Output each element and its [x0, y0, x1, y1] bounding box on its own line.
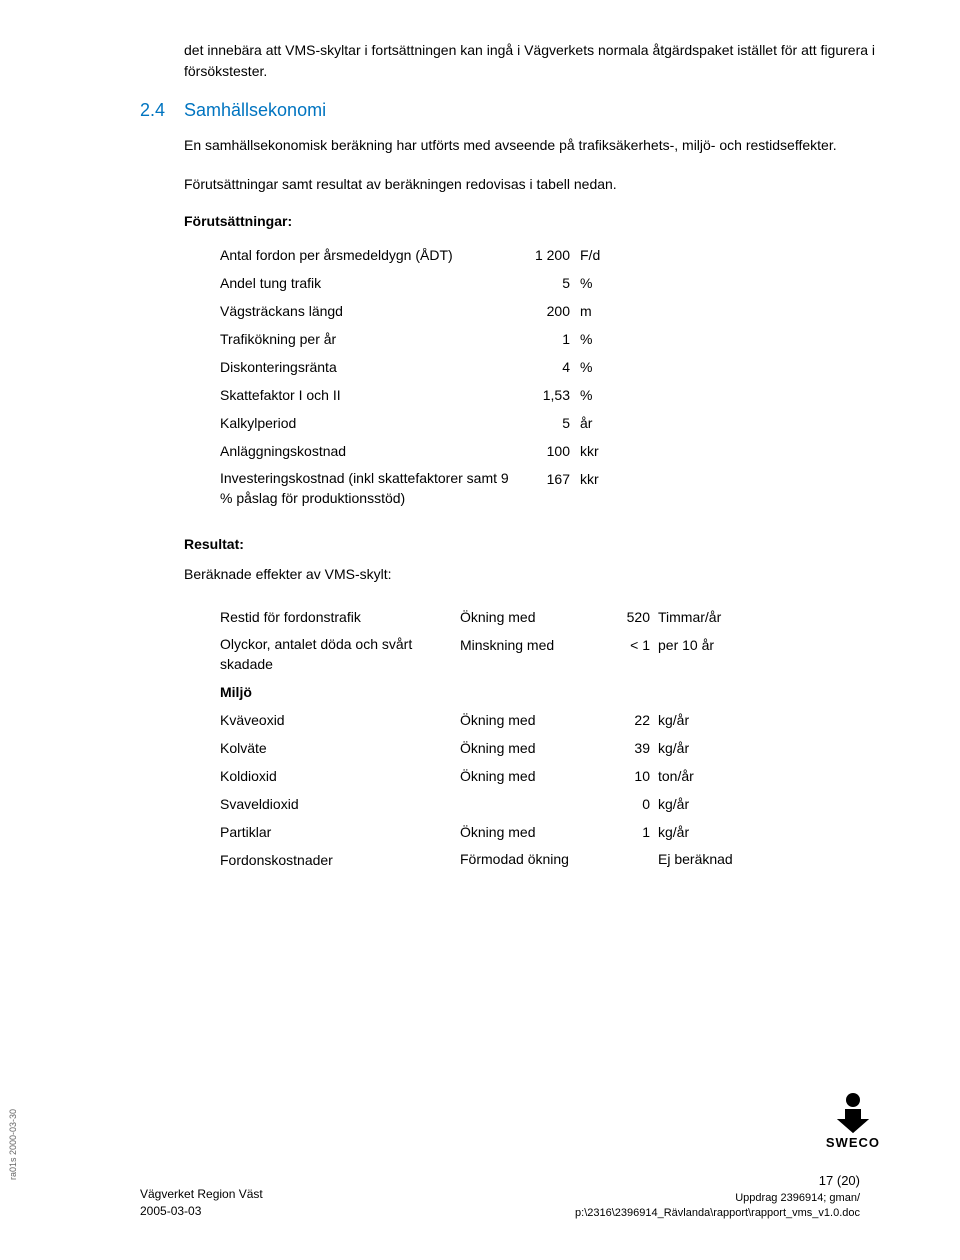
cell-unit: m [570, 297, 620, 325]
table-row: Skattefaktor I och II1,53% [220, 381, 880, 409]
side-reference: ra01s 2000-03-30 [8, 1109, 18, 1180]
cell-label: Trafikökning per år [220, 325, 510, 353]
cell-label: Kalkylperiod [220, 409, 510, 437]
resultat-header: Resultat: [184, 536, 880, 552]
cell-value: < 1 [600, 631, 650, 659]
section-title: Samhällsekonomi [184, 100, 326, 121]
sweco-text: SWECO [826, 1135, 880, 1150]
table-row: Andel tung trafik5% [220, 269, 880, 297]
cell-label: Antal fordon per årsmedeldygn (ÅDT) [220, 241, 510, 269]
cell-value: 0 [600, 790, 650, 818]
table-row: Miljö [220, 678, 880, 706]
resultat-intro: Beräknade effekter av VMS-skylt: [184, 564, 880, 585]
table-row: Anläggningskostnad100kkr [220, 437, 880, 465]
cell-value: 5 [510, 269, 570, 297]
table-row: Svaveldioxid 0kg/år [220, 790, 880, 818]
table-row: Restid för fordonstrafikÖkning med520Tim… [220, 603, 880, 631]
cell-item: Miljö [220, 678, 460, 706]
cell-item: Kväveoxid [220, 706, 460, 734]
footer-date: 2005-03-03 [140, 1203, 263, 1220]
table-row: Olyckor, antalet döda och svårt skadadeM… [220, 631, 880, 678]
cell-item: Restid för fordonstrafik [220, 603, 460, 631]
cell-unit: kg/år [650, 818, 750, 846]
cell-label: Diskonteringsränta [220, 353, 510, 381]
table-row: KoldioxidÖkning med10ton/år [220, 762, 880, 790]
cell-change: Ökning med [460, 603, 600, 631]
cell-change: Ökning med [460, 818, 600, 846]
cell-unit: kkr [570, 437, 620, 465]
table-row: KolväteÖkning med39kg/år [220, 734, 880, 762]
section-number: 2.4 [140, 100, 184, 121]
cell-unit: ton/år [650, 762, 750, 790]
cell-label: Anläggningskostnad [220, 437, 510, 465]
cell-unit: per 10 år [650, 631, 750, 659]
table-row: PartiklarÖkning med1kg/år [220, 818, 880, 846]
cell-item: Svaveldioxid [220, 790, 460, 818]
cell-unit: F/d [570, 241, 620, 269]
cell-unit: kg/år [650, 706, 750, 734]
assumptions-table: Antal fordon per årsmedeldygn (ÅDT)1 200… [220, 241, 880, 512]
cell-value: 10 [600, 762, 650, 790]
section-heading: 2.4 Samhällsekonomi [140, 100, 880, 121]
cell-unit: kkr [570, 465, 620, 512]
cell-label: Vägsträckans längd [220, 297, 510, 325]
cell-value: 22 [600, 706, 650, 734]
cell-item: Fordonskostnader [220, 846, 460, 874]
results-table: Restid för fordonstrafikÖkning med520Tim… [220, 603, 880, 874]
cell-item: Kolväte [220, 734, 460, 762]
cell-value: 1 [600, 818, 650, 846]
table-row: Diskonteringsränta4% [220, 353, 880, 381]
table-row: Antal fordon per årsmedeldygn (ÅDT)1 200… [220, 241, 880, 269]
cell-change: Förmodad ökning [460, 846, 600, 874]
table-row: FordonskostnaderFörmodad ökning Ej beräkn… [220, 846, 880, 874]
paragraph-1: En samhällsekonomisk beräkning har utför… [184, 135, 880, 156]
cell-change: Ökning med [460, 734, 600, 762]
paragraph-2: Förutsättningar samt resultat av beräkni… [184, 174, 880, 195]
cell-unit: kg/år [650, 790, 750, 818]
cell-value: 1 [510, 325, 570, 353]
cell-item: Koldioxid [220, 762, 460, 790]
cell-label: Andel tung trafik [220, 269, 510, 297]
cell-unit: % [570, 269, 620, 297]
intro-paragraph: det innebära att VMS-skyltar i fortsättn… [184, 40, 880, 82]
table-row: Trafikökning per år1% [220, 325, 880, 353]
cell-unit: kg/år [650, 734, 750, 762]
footer-ref2: p:\2316\2396914_Rävlanda\rapport\rapport… [575, 1206, 860, 1220]
cell-change: Minskning med [460, 631, 600, 659]
cell-value: 200 [510, 297, 570, 325]
cell-change: Ökning med [460, 706, 600, 734]
cell-change: Ökning med [460, 762, 600, 790]
cell-unit: Timmar/år [650, 603, 750, 631]
sweco-icon [831, 1089, 875, 1133]
table-row: Kalkylperiod5år [220, 409, 880, 437]
sweco-logo: SWECO [826, 1089, 880, 1150]
table-row: Investeringskostnad (inkl skattefaktorer… [220, 465, 880, 512]
cell-unit: Ej beräknad [650, 846, 750, 874]
footer-org: Vägverket Region Väst [140, 1186, 263, 1203]
table-row: Vägsträckans längd200m [220, 297, 880, 325]
cell-value: 5 [510, 409, 570, 437]
footer-ref1: Uppdrag 2396914; gman/ [575, 1191, 860, 1205]
cell-unit: % [570, 325, 620, 353]
page-number: 17 (20) [575, 1173, 860, 1190]
cell-label: Skattefaktor I och II [220, 381, 510, 409]
cell-value: 100 [510, 437, 570, 465]
cell-unit: % [570, 381, 620, 409]
forutsattningar-header: Förutsättningar: [184, 213, 880, 229]
footer-right: 17 (20) Uppdrag 2396914; gman/ p:\2316\2… [575, 1173, 860, 1220]
cell-label: Investeringskostnad (inkl skattefaktorer… [220, 465, 510, 512]
cell-value: 1,53 [510, 381, 570, 409]
cell-unit: år [570, 409, 620, 437]
cell-value: 167 [510, 465, 570, 512]
cell-item: Olyckor, antalet döda och svårt skadade [220, 631, 460, 678]
cell-value: 4 [510, 353, 570, 381]
footer-left: Vägverket Region Väst 2005-03-03 [140, 1186, 263, 1220]
table-row: KväveoxidÖkning med22kg/år [220, 706, 880, 734]
cell-value: 520 [600, 603, 650, 631]
cell-item: Partiklar [220, 818, 460, 846]
cell-value: 39 [600, 734, 650, 762]
cell-value: 1 200 [510, 241, 570, 269]
cell-unit: % [570, 353, 620, 381]
